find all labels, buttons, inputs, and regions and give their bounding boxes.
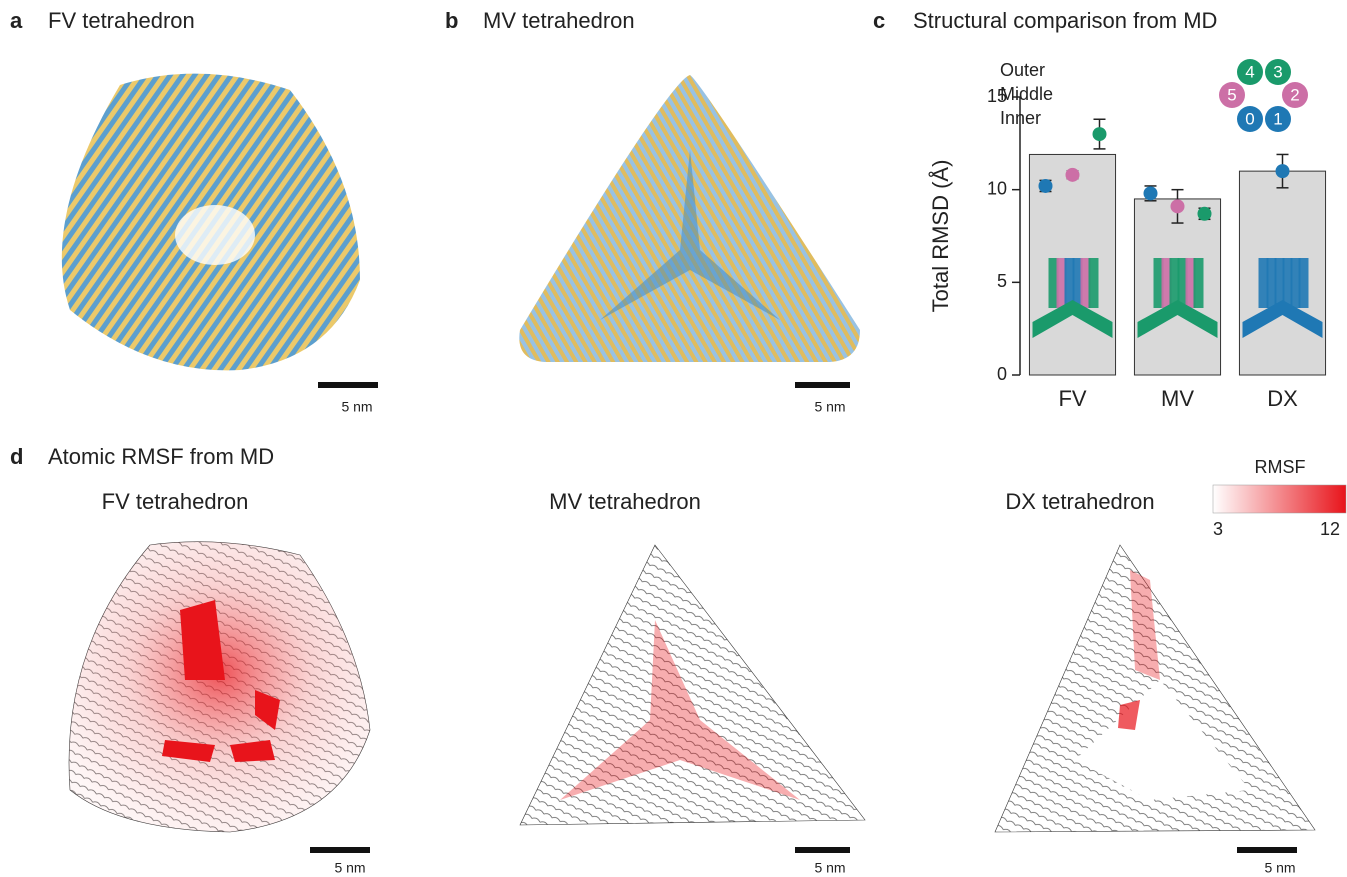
helix-rod: [1194, 258, 1204, 308]
scale-label: 5 nm: [341, 399, 372, 415]
y-tick-label: 0: [997, 364, 1007, 384]
legend-label: Outer: [1000, 60, 1045, 80]
page: { "panels": [ {"letter": "a", "title": "…: [0, 0, 1347, 877]
point: [1039, 179, 1053, 193]
x-tick-label: FV: [1058, 386, 1086, 411]
chart-title: Structural comparison from MD: [913, 8, 1217, 33]
panel-letter: a: [10, 8, 23, 33]
colorbar-max: 12: [1320, 519, 1340, 539]
helix-rod: [1089, 258, 1099, 308]
scale-label: 5 nm: [814, 860, 845, 876]
helix-label: 1: [1273, 109, 1282, 128]
dx-rmsf-structure: [995, 545, 1315, 832]
y-axis-title: Total RMSD (Å): [928, 160, 953, 313]
scale-label: 5 nm: [1264, 860, 1295, 876]
colorbar-ticks: 3 12: [1213, 519, 1340, 539]
structure-title: DX tetrahedron: [1005, 489, 1154, 514]
legend-label: Middle: [1000, 84, 1053, 104]
point: [1276, 164, 1290, 178]
fv-ribbon-structure: [62, 74, 360, 371]
mv-rmsf-structure: [520, 545, 865, 825]
y-tick-label: 10: [987, 178, 1007, 198]
panel-letter: b: [445, 8, 458, 33]
structure-title: MV tetrahedron: [549, 489, 701, 514]
x-tick-label: MV: [1161, 386, 1194, 411]
colorbar-min: 3: [1213, 519, 1223, 539]
legend-label: Inner: [1000, 108, 1041, 128]
structure-title: FV tetrahedron: [102, 489, 249, 514]
panel-title: FV tetrahedron: [48, 8, 195, 33]
scale-label: 5 nm: [334, 860, 365, 876]
y-tick-label: 5: [997, 271, 1007, 291]
point: [1198, 207, 1212, 221]
panel-letter: c: [873, 8, 885, 33]
point: [1066, 168, 1080, 182]
helix-label: 2: [1290, 85, 1299, 104]
helix-label: 5: [1227, 85, 1236, 104]
point: [1093, 127, 1107, 141]
helix-label: 4: [1245, 62, 1254, 81]
helix-label: 0: [1245, 109, 1254, 128]
mv-ribbon-structure: [519, 75, 860, 362]
figure: a FV tetrahedron 5 nm b MV tetrahedron 5…: [0, 0, 1347, 877]
helix-rod: [1299, 258, 1309, 308]
panel-title: Atomic RMSF from MD: [48, 444, 274, 469]
panel-title: MV tetrahedron: [483, 8, 635, 33]
colorbar: [1213, 485, 1346, 513]
point: [1144, 186, 1158, 200]
fv-rmsf-structure: [69, 542, 370, 832]
scale-label: 5 nm: [814, 399, 845, 415]
point: [1171, 199, 1185, 213]
panel-letter: d: [10, 444, 23, 469]
colorbar-title: RMSF: [1255, 457, 1306, 477]
helix-label: 3: [1273, 62, 1282, 81]
x-tick-label: DX: [1267, 386, 1298, 411]
